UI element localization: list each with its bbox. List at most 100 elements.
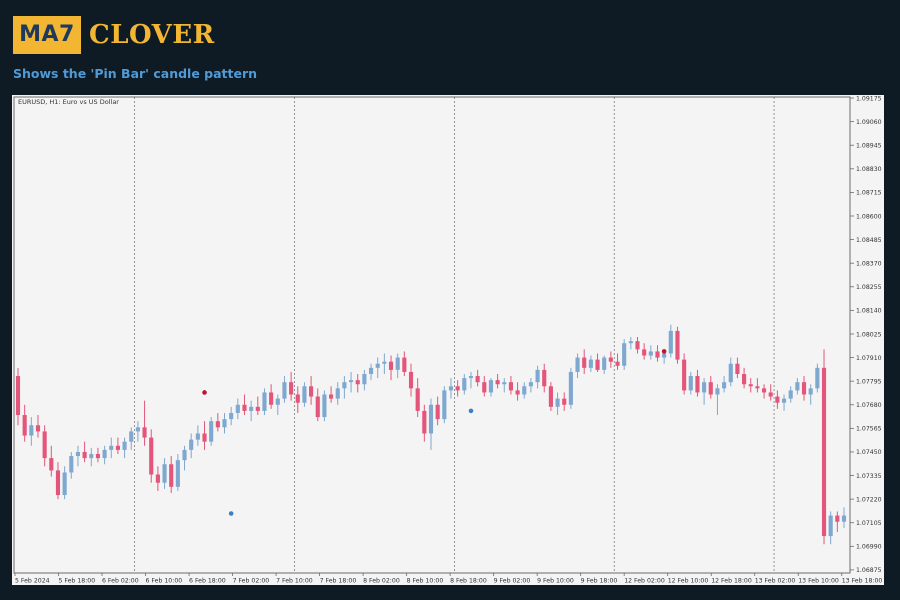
time-tick-label: 8 Feb 02:00 [363,578,400,585]
candle-body [302,386,307,403]
candle-body [368,367,374,374]
price-tick-label: 1.08715 [856,190,882,197]
candle-body [555,398,560,407]
candle-body [722,382,727,389]
candle-body [748,384,753,387]
plot-area [13,96,851,574]
candle-body [608,357,613,362]
candle-body [329,394,334,399]
candle-body [348,380,354,383]
brand-header: MA7 CLOVER [13,16,215,54]
candle-body [69,456,74,473]
candle-body [655,351,660,358]
page-subtitle: Shows the 'Pin Bar' candle pattern [13,66,258,81]
candle-body [775,396,780,403]
candle-body [735,363,740,374]
candle-body [841,515,847,522]
candle-body [142,427,147,438]
pin-bar-markers [202,349,667,516]
candle-body [315,396,320,418]
candle-body [115,445,120,450]
candle-body [135,427,140,432]
candle-body [615,361,620,366]
candle-body [642,349,647,356]
candle-body [55,470,61,496]
candle-body [482,382,487,393]
candle-body [702,382,707,393]
candle-body [215,421,220,428]
time-tick-label: 9 Feb 02:00 [494,578,531,585]
candle-body [508,382,514,391]
candle-body [282,382,287,399]
time-axis: 5 Feb 2024 5 Feb 18:00 6 Feb 02:00 6 Feb 10… [14,573,883,585]
candle-body [42,431,47,459]
price-tick-label: 1.06875 [856,567,882,574]
candle-body [375,363,380,368]
candle-body [402,357,407,372]
candle-body [195,433,200,440]
price-tick-label: 1.07910 [856,355,882,362]
candle-body [322,394,327,418]
candle-body [815,367,820,389]
time-tick-label: 7 Feb 18:00 [320,578,357,585]
time-tick-label: 13 Feb 18:00 [842,578,883,585]
candle-body [475,376,480,383]
candle-body [455,386,460,391]
price-tick-label: 1.08945 [856,143,882,150]
candle-body [62,472,67,496]
price-tick-label: 1.09175 [856,95,882,102]
candle-body [75,451,81,457]
candle-body [468,376,474,379]
candle-body [362,373,367,385]
brand-logo-badge: MA7 [13,16,81,54]
bearish-pin-bar-marker [202,390,207,395]
candle-body [102,449,107,459]
candle-body [309,386,314,397]
candle-body [89,454,94,459]
candle-body [801,382,807,395]
time-tick-label: 9 Feb 18:00 [581,578,618,585]
candle-body [548,386,553,407]
time-tick-label: 13 Feb 02:00 [755,578,796,585]
time-tick-label: 8 Feb 10:00 [407,578,444,585]
candle-body [49,458,54,471]
candle-body [289,382,294,395]
price-tick-label: 1.07335 [856,473,882,480]
candle-body [488,380,494,393]
price-tick-label: 1.08830 [856,166,882,173]
candle-body [588,359,593,368]
candlestick-chart[interactable]: 1.09175 1.09060 1.08945 1.08830 1.08715 1.086… [12,95,884,585]
candle-body [95,454,101,459]
candle-body [155,474,160,483]
candle-body [428,404,434,434]
bullish-pin-bar-marker [228,511,234,516]
candle-body [522,386,527,395]
price-axis: 1.09175 1.09060 1.08945 1.08830 1.08715 1.086… [850,95,882,574]
candle-body [209,421,214,442]
time-tick-label: 5 Feb 2024 [15,578,50,585]
candle-body [635,341,640,350]
candle-body [688,376,693,391]
candle-body [528,382,533,387]
brand-logo-word: CLOVER [89,20,215,50]
price-tick-label: 1.09060 [856,119,882,126]
candle-body [175,460,180,487]
price-tick-label: 1.07105 [856,520,882,527]
time-tick-label: 12 Feb 02:00 [624,578,665,585]
candle-body [235,404,240,413]
candle-body [355,380,360,385]
candle-body [382,361,387,364]
candle-body [415,388,420,411]
candle-body [35,425,41,432]
candle-body [628,341,633,344]
candle-body [435,404,440,420]
candle-body [781,398,787,403]
price-tick-label: 1.08140 [856,308,882,315]
candles [15,324,847,545]
candle-body [768,392,773,397]
symbol-label: EURUSD, H1: Euro vs US Dollar [18,98,119,106]
candle-body [129,431,134,442]
candle-body [535,369,540,383]
candle-body [29,425,34,436]
candle-body [408,371,414,389]
